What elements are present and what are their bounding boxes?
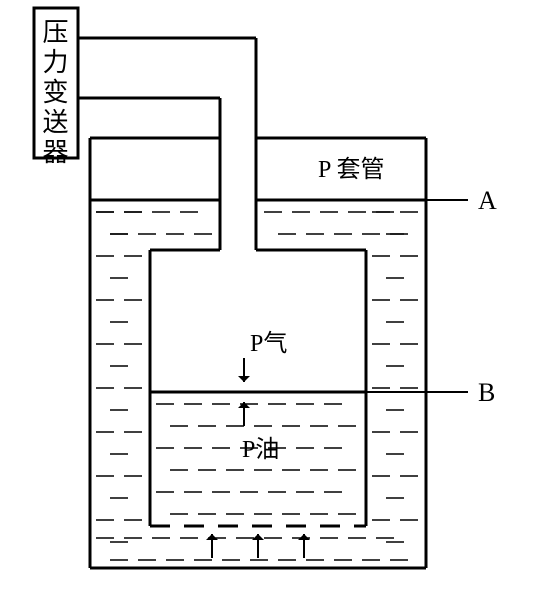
level-a-label: A [478,188,497,214]
inflow-arrow-head [252,534,264,540]
p-gas-label: P气 [250,332,287,356]
inflow-arrow-head [298,534,310,540]
level-b-label: B [478,380,495,406]
p-oil-arrow-head [238,402,250,408]
transmitter-label: 压力变送器 [40,18,66,168]
p-gas-arrow-head [238,376,250,382]
inflow-arrow-head [206,534,218,540]
casing-pressure-label: P 套管 [318,158,384,182]
p-oil-label: P油 [242,438,279,462]
